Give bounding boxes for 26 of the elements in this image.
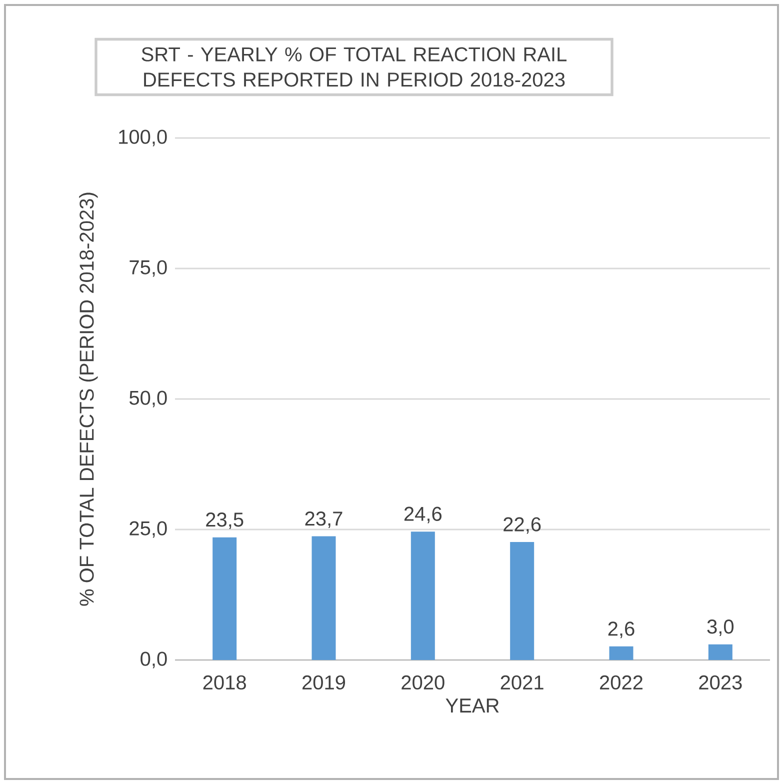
data-label: 24,6 (404, 506, 442, 524)
y-tick-label: 50,0 (129, 390, 167, 408)
data-label: 2,6 (608, 622, 634, 638)
y-tick-label: 75,0 (130, 260, 167, 277)
x-axis-title: YEAR (446, 698, 499, 712)
data-label: 23,5 (206, 512, 244, 530)
bar (609, 646, 634, 660)
bar (708, 644, 732, 660)
bar (212, 537, 237, 660)
data-label: 23,7 (305, 511, 342, 528)
x-tick-label: 2022 (600, 675, 642, 690)
y-tick-label: 100,0 (119, 130, 167, 146)
x-tick-label: 2018 (203, 675, 246, 690)
data-label: 22,6 (504, 517, 541, 534)
x-tick-label: 2023 (699, 675, 742, 690)
y-axis-title: % OF TOTAL DEFECTS (PERIOD 2018-2023) (79, 192, 98, 606)
x-tick-label: 2019 (302, 675, 346, 690)
y-tick-label: 25,0 (130, 521, 167, 538)
y-tick-label: 0,0 (140, 652, 167, 668)
x-tick-label: 2021 (500, 675, 544, 690)
bar (510, 542, 534, 660)
bar (410, 532, 435, 660)
bar (312, 536, 336, 660)
x-tick-label: 2020 (402, 675, 444, 690)
data-label: 3,0 (707, 620, 734, 636)
chart-title: SRT - YEARLY % OF TOTAL REACTION RAIL DEFECTS REPORTED IN PERIOD 2018-2023 (142, 47, 567, 87)
